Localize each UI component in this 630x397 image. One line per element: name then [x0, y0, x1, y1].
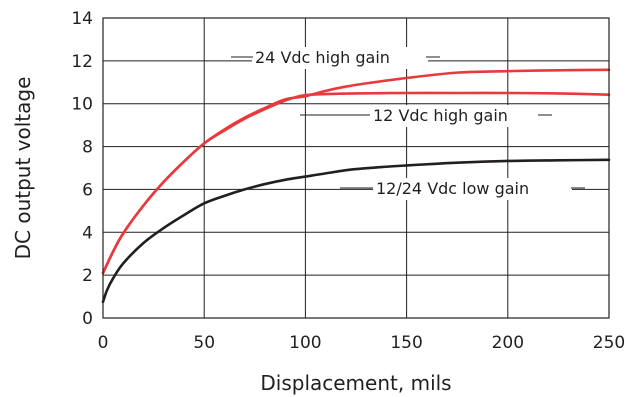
x-tick-label: 100	[289, 333, 321, 353]
y-tick-label: 6	[82, 180, 93, 200]
label-12vdc-high-gain: 12 Vdc high gain	[373, 106, 508, 125]
x-tick-label: 0	[98, 333, 109, 353]
y-tick-label: 12	[71, 52, 93, 72]
series-low-gain	[101, 158, 611, 304]
y-tick-label: 2	[82, 266, 93, 286]
y-tick-label: 8	[82, 138, 93, 158]
label-backdrop	[373, 178, 572, 200]
y-tick-label: 10	[71, 95, 93, 115]
x-tick-label: 50	[193, 333, 215, 353]
x-axis-title: Displacement, mils	[260, 371, 451, 395]
label-24vdc-high-gain: 24 Vdc high gain	[255, 48, 390, 67]
label-backdrop	[252, 47, 428, 69]
y-tick-labels: 0 2 4 6 8 10 12 14	[71, 9, 93, 329]
series-24vdc-high-gain	[101, 68, 611, 275]
x-tick-label: 250	[593, 333, 625, 353]
annotations: 24 Vdc high gain 12 Vdc high gain 12/24 Vd…	[231, 47, 585, 200]
x-tick-label: 200	[492, 333, 524, 353]
series-12vdc-high-gain	[101, 91, 611, 275]
plot-frame	[102, 17, 610, 319]
label-backdrop	[370, 105, 539, 127]
y-axis-title: DC output voltage	[11, 77, 35, 260]
y-tick-label: 0	[82, 309, 93, 329]
y-tick-label: 14	[71, 9, 93, 29]
x-tick-labels: 0 50 100 150 200 250	[98, 333, 626, 353]
label-low-gain: 12/24 Vdc low gain	[376, 179, 529, 198]
x-tick-label: 150	[390, 333, 422, 353]
series-layer	[101, 68, 611, 304]
y-tick-label: 4	[82, 223, 93, 243]
